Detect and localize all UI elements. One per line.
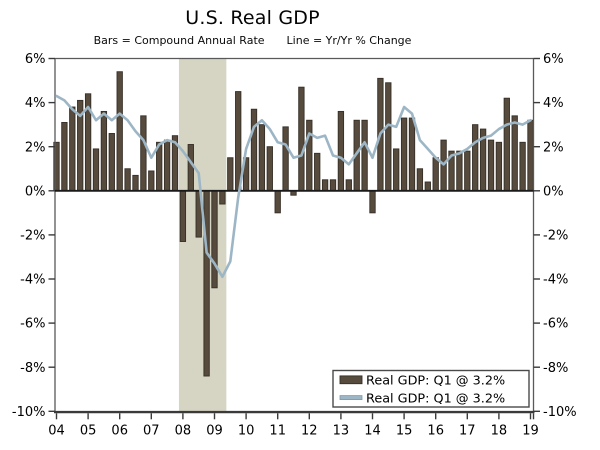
gdp-bar: [337, 110, 345, 192]
gdp-bar: [108, 133, 115, 192]
x-axis-tick-label: 11: [269, 423, 286, 438]
gdp-bar: [400, 117, 408, 192]
chart-title: U.S. Real GDP: [185, 7, 320, 29]
gdp-bar: [503, 97, 510, 192]
x-axis-tick-label: 05: [80, 423, 97, 438]
y-axis-tick-label-left: -10%: [12, 405, 46, 420]
gdp-bar: [329, 179, 337, 192]
gdp-bar: [100, 110, 108, 192]
gdp-bar: [424, 181, 431, 192]
gdp-bar: [416, 168, 424, 192]
gdp-bar: [495, 141, 503, 192]
x-axis-tick-label: 10: [238, 423, 255, 438]
gdp-bar: [487, 139, 495, 192]
gdp-bar: [298, 86, 305, 192]
x-axis-tick-label: 04: [48, 423, 65, 438]
gdp-bar: [369, 190, 376, 214]
x-axis-tick-label: 09: [206, 423, 223, 438]
subtitle-line-label: Line = Yr/Yr % Change: [286, 34, 412, 47]
gdp-bar: [179, 190, 187, 242]
gdp-bar: [227, 157, 234, 192]
x-axis-tick-label: 12: [301, 423, 318, 438]
chart-subtitle: Bars = Compound Annual Rate Line = Yr/Yr …: [0, 34, 505, 47]
gdp-bar: [314, 152, 321, 192]
gdp-bar: [432, 157, 439, 192]
x-axis-tick-label: 07: [143, 423, 160, 438]
x-axis-tick-label: 17: [459, 423, 476, 438]
y-axis-tick-label-right: 6%: [543, 52, 564, 67]
gdp-bar: [219, 190, 226, 205]
gdp-bar: [69, 106, 76, 192]
legend-entry-label: Real GDP: Q1 @ 3.2%: [366, 374, 505, 389]
y-axis-tick-label-left: -8%: [20, 361, 45, 376]
gdp-bar: [211, 190, 218, 289]
y-axis-tick-label-right: 4%: [543, 96, 564, 111]
x-axis-tick-label: 16: [427, 423, 444, 438]
gdp-bar: [187, 144, 194, 192]
gdp-bar: [61, 121, 68, 192]
gdp-bar: [116, 71, 123, 192]
gdp-bar: [148, 170, 155, 192]
legend-line-swatch: [339, 395, 363, 401]
gdp-bar: [511, 115, 518, 192]
gdp-bar: [250, 108, 258, 192]
gdp-bar: [408, 117, 416, 192]
gdp-bar: [393, 148, 400, 192]
y-axis-tick-label-right: -10%: [543, 405, 577, 420]
y-axis-tick-label-right: -8%: [543, 361, 568, 376]
legend-box: [332, 369, 530, 408]
subtitle-bars-label: Bars = Compound Annual Rate: [93, 34, 265, 47]
gdp-bar: [361, 119, 368, 192]
legend-entry-label: Real GDP: Q1 @ 3.2%: [366, 391, 505, 406]
y-axis-tick-label-right: -6%: [543, 317, 568, 332]
gdp-bar: [140, 115, 147, 192]
x-axis-tick-label: 14: [364, 423, 381, 438]
gdp-bar: [464, 150, 471, 192]
gdp-bar: [132, 174, 139, 192]
y-axis-tick-label-left: 4%: [25, 96, 46, 111]
gdp-bar: [472, 124, 479, 192]
gdp-bar: [203, 190, 210, 377]
x-axis-tick-label: 19: [522, 423, 539, 438]
y-axis-tick-label-left: -6%: [20, 317, 45, 332]
y-axis-tick-label-right: 2%: [543, 140, 564, 155]
gdp-bar: [235, 91, 242, 192]
gdp-bar: [306, 119, 313, 192]
gdp-bar: [527, 119, 534, 192]
x-axis-tick-label: 13: [333, 423, 350, 438]
gdp-bar: [345, 179, 352, 192]
x-axis-tick-label: 15: [396, 423, 413, 438]
x-axis-tick-label: 08: [175, 423, 192, 438]
gdp-bar: [258, 124, 266, 192]
yoy-line: [55, 94, 532, 279]
gdp-bar: [321, 179, 329, 192]
gdp-bar: [385, 82, 392, 192]
y-axis-tick-label-right: -2%: [543, 229, 568, 244]
legend-bar-swatch: [339, 375, 363, 385]
y-axis-tick-label-left: -2%: [20, 229, 45, 244]
gdp-bar: [274, 190, 281, 214]
gdp-bar: [163, 139, 171, 192]
gdp-bar: [456, 150, 463, 192]
y-axis-tick-label-right: -4%: [543, 273, 568, 288]
gdp-bar: [519, 141, 526, 192]
y-axis-tick-label-left: 2%: [25, 140, 46, 155]
recession-shading: [178, 58, 227, 412]
y-axis-tick-label-right: 0%: [543, 184, 564, 199]
x-axis-tick-label: 18: [491, 423, 508, 438]
gdp-bar: [92, 148, 100, 192]
y-axis-tick-label-left: -4%: [20, 273, 45, 288]
x-axis-tick-label: 06: [111, 423, 128, 438]
gdp-bar: [282, 126, 289, 192]
gdp-bar: [266, 146, 273, 192]
y-axis-tick-label-left: 0%: [25, 184, 46, 199]
y-axis-tick-label-left: 6%: [25, 52, 46, 67]
gdp-bar: [124, 168, 131, 192]
